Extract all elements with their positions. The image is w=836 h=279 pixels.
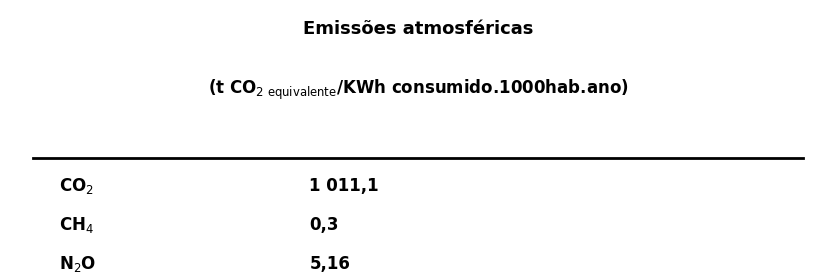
Text: CO$_2$: CO$_2$: [59, 175, 94, 196]
Text: N$_2$O: N$_2$O: [59, 254, 96, 274]
Text: CH$_4$: CH$_4$: [59, 215, 94, 235]
Text: 0,3: 0,3: [309, 216, 339, 234]
Text: 5,16: 5,16: [309, 255, 350, 273]
Text: 1 011,1: 1 011,1: [309, 177, 379, 194]
Text: Emissões atmosféricas: Emissões atmosféricas: [303, 20, 533, 38]
Text: (t CO$_{2\ \mathrm{equivalente}}$/KWh consumido.1000hab.ano): (t CO$_{2\ \mathrm{equivalente}}$/KWh co…: [207, 78, 629, 102]
